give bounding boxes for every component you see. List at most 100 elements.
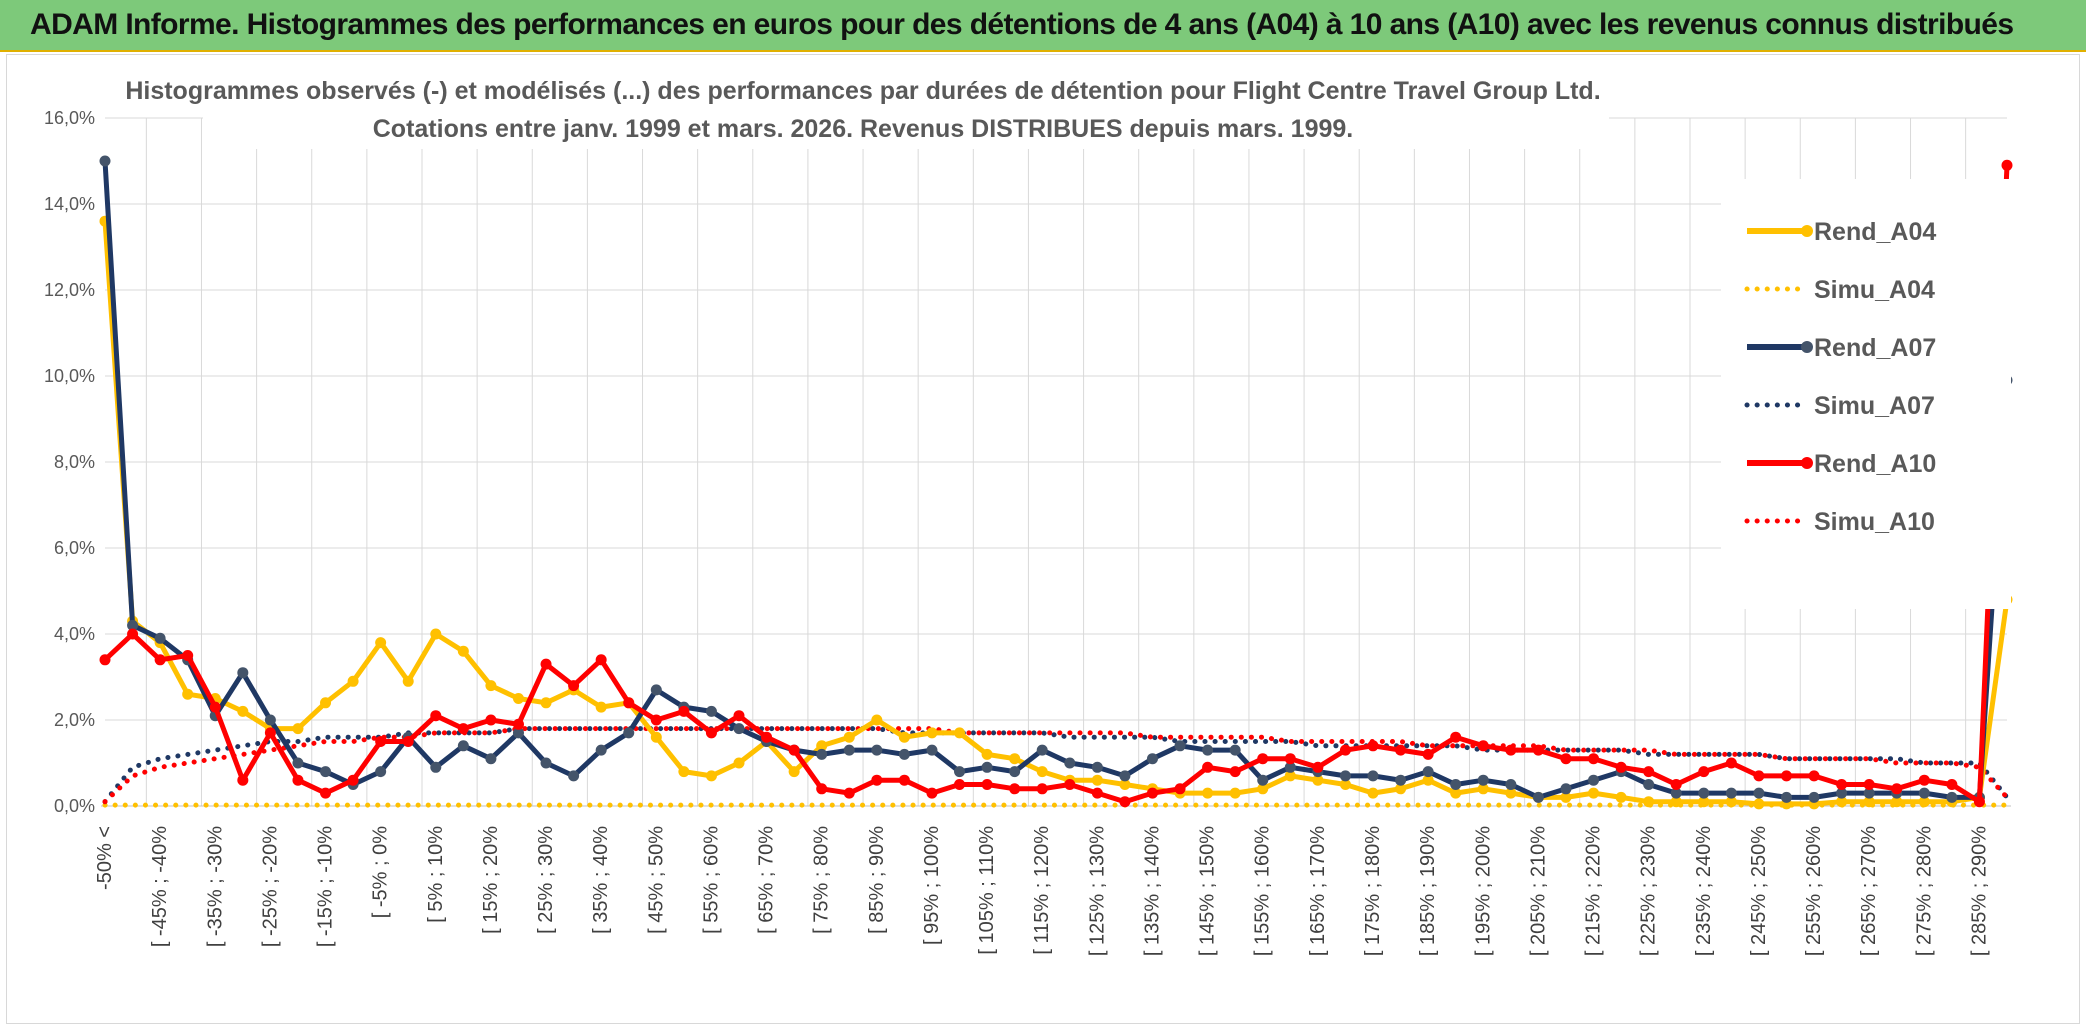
series-line <box>102 221 2010 807</box>
data-point <box>1863 779 1875 790</box>
data-point <box>788 744 800 756</box>
x-tick-label: [ 75% ; 80% <box>811 826 833 934</box>
data-point <box>1450 779 1462 790</box>
data-point <box>540 697 552 709</box>
data-point <box>1119 796 1131 808</box>
data-point <box>650 684 662 696</box>
data-point <box>1367 740 1379 752</box>
report-banner: ADAM Informe. Histogrammes des performan… <box>0 0 2086 52</box>
data-point <box>1257 753 1269 765</box>
data-point <box>1780 791 1792 803</box>
data-point <box>1698 787 1710 799</box>
data-point <box>981 761 993 773</box>
data-point <box>954 766 966 778</box>
data-point <box>485 714 497 726</box>
data-point <box>1808 770 1820 782</box>
data-point <box>1119 770 1131 782</box>
data-point <box>1670 796 1682 808</box>
x-tick-label: [ 285% ; 290% <box>1968 826 1990 956</box>
data-point <box>237 774 249 786</box>
data-point <box>1450 787 1462 799</box>
x-tick-label: [ 25% ; 30% <box>535 826 557 934</box>
legend-marker <box>1801 341 1813 353</box>
data-point <box>1009 753 1021 765</box>
data-point <box>127 628 139 640</box>
y-axis-ticks: 0,0% 2,0% 4,0% 6,0% 8,0% 10,0% 12,0% 14,0% 16,0% <box>44 108 95 816</box>
data-point <box>733 757 745 769</box>
series-group <box>99 155 2013 810</box>
x-tick-label: [ 235% ; 240% <box>1693 826 1715 956</box>
x-tick-label: [ -35% ; -30% <box>204 826 226 947</box>
data-point <box>1284 753 1296 765</box>
legend-item-Simu_A10: Simu_A10 <box>1744 508 1935 536</box>
x-tick-label: [ 45% ; 50% <box>645 826 667 934</box>
x-tick-label: [ 145% ; 150% <box>1197 826 1219 956</box>
data-point <box>705 770 717 782</box>
x-tick-label: [ 165% ; 170% <box>1307 826 1329 956</box>
data-point <box>430 628 442 640</box>
data-point <box>1339 770 1351 782</box>
data-point <box>1284 770 1296 782</box>
data-point <box>1174 783 1186 795</box>
data-point <box>623 697 635 709</box>
x-tick-label: [ 275% ; 280% <box>1913 826 1935 956</box>
data-point <box>154 632 166 644</box>
data-point <box>209 701 221 713</box>
y-tick-label: 12,0% <box>44 280 95 300</box>
legend-label: Rend_A04 <box>1814 218 1936 246</box>
data-point <box>2001 159 2013 171</box>
data-point <box>678 705 690 717</box>
data-point <box>1615 791 1627 803</box>
y-tick-label: 10,0% <box>44 366 95 386</box>
chart-subtitle: Cotations entre janv. 1999 et mars. 2026… <box>373 115 1354 143</box>
data-point <box>926 787 938 799</box>
data-point <box>1670 779 1682 790</box>
data-point <box>1367 787 1379 799</box>
data-point <box>1891 796 1903 808</box>
y-tick-label: 2,0% <box>54 710 95 730</box>
data-point <box>871 774 883 786</box>
data-point <box>1505 779 1517 790</box>
data-point <box>981 779 993 790</box>
data-point <box>1422 766 1434 778</box>
data-point <box>568 770 580 782</box>
data-point <box>1753 770 1765 782</box>
data-point <box>705 705 717 717</box>
x-tick-label: [ 135% ; 140% <box>1141 826 1163 956</box>
data-point <box>512 718 524 730</box>
y-tick-label: 4,0% <box>54 624 95 644</box>
data-point <box>705 727 717 739</box>
x-tick-label: [ 85% ; 90% <box>866 826 888 934</box>
data-point <box>1036 783 1048 795</box>
data-point <box>1395 744 1407 756</box>
data-point <box>99 155 111 167</box>
legend: Rend_A04 Simu_A04 Rend_A07 Simu_A07 Rend_A10… <box>1744 218 1936 536</box>
data-point <box>1863 796 1875 808</box>
data-point <box>1284 761 1296 773</box>
data-point <box>375 637 387 649</box>
legend-item-Rend_A07: Rend_A07 <box>1747 334 1936 362</box>
data-point <box>1119 779 1131 790</box>
x-tick-label: [ 265% ; 270% <box>1858 826 1880 956</box>
data-point <box>1532 791 1544 803</box>
chart-area: 0,0% 2,0% 4,0% 6,0% 8,0% 10,0% 12,0% 14,0% 16,0%… <box>6 54 2080 1024</box>
data-point <box>402 736 414 747</box>
x-tick-label: [ 15% ; 20% <box>480 826 502 934</box>
data-point <box>292 723 304 735</box>
data-point <box>1146 753 1158 765</box>
data-point <box>182 688 194 700</box>
data-point <box>1091 761 1103 773</box>
series-line <box>103 165 2010 805</box>
data-point <box>1477 740 1489 752</box>
data-point <box>375 736 387 747</box>
data-point <box>1064 779 1076 790</box>
data-point <box>320 697 332 709</box>
data-point <box>1643 766 1655 778</box>
data-point <box>485 680 497 692</box>
x-tick-label: [ 115% ; 120% <box>1031 826 1053 955</box>
data-point <box>1229 766 1241 778</box>
x-tick-label: [ -25% ; -20% <box>259 826 281 947</box>
data-point <box>1725 796 1737 808</box>
data-point <box>1367 770 1379 782</box>
data-point <box>926 744 938 756</box>
